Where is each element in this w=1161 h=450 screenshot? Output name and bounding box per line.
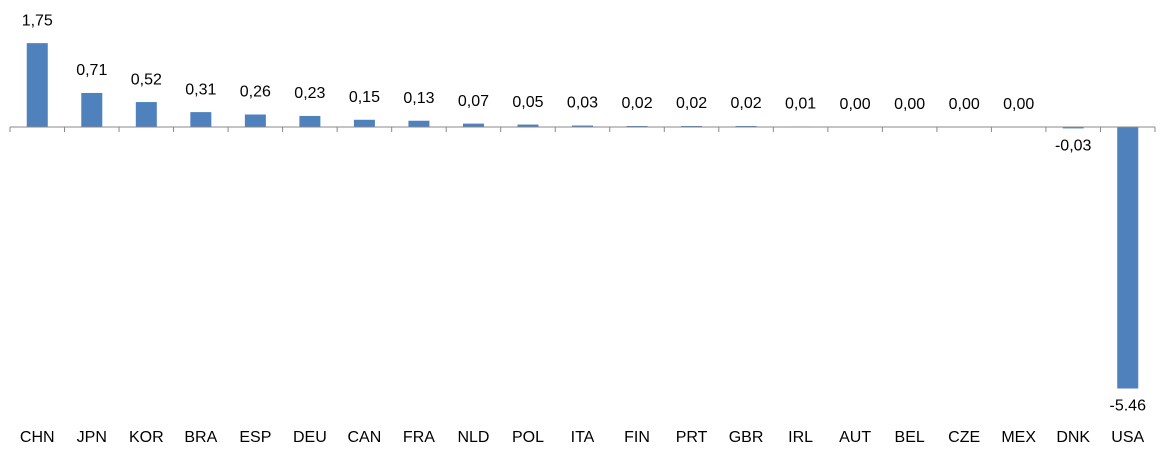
- bar: [190, 112, 212, 127]
- x-tick-label: FRA: [403, 429, 435, 446]
- bar: [299, 115, 321, 127]
- bar: [517, 124, 539, 127]
- bar: [26, 43, 48, 127]
- x-tick-label: CAN: [348, 429, 382, 446]
- x-tick-label: DEU: [293, 429, 327, 446]
- x-tick-label: AUT: [839, 429, 871, 446]
- x-tick-label: BEL: [895, 429, 925, 446]
- bar: [462, 123, 484, 127]
- data-label: 0,01: [785, 96, 816, 113]
- x-tick-label: PRT: [676, 429, 708, 446]
- bar: [572, 125, 593, 127]
- data-label: 0,00: [1003, 96, 1034, 113]
- data-label: 0,71: [76, 62, 107, 79]
- x-tick-label: CZE: [948, 429, 980, 446]
- data-label: 0,02: [621, 95, 652, 112]
- x-tick-label: ESP: [239, 429, 271, 446]
- bar: [353, 119, 375, 127]
- bar: [408, 120, 430, 127]
- bar: [244, 114, 266, 127]
- x-tick-label: ITA: [571, 429, 595, 446]
- x-tick-label: GBR: [729, 429, 764, 446]
- data-label: 0,00: [894, 96, 925, 113]
- data-label: 0,07: [458, 93, 489, 110]
- x-tick-label: BRA: [184, 429, 217, 446]
- x-tick-label: IRL: [788, 429, 813, 446]
- x-tick-label: DNK: [1056, 429, 1090, 446]
- data-label: 0,13: [403, 90, 434, 107]
- data-label: 0,00: [840, 96, 871, 113]
- x-tick-label: MEX: [1001, 429, 1036, 446]
- data-label: 0,26: [240, 84, 271, 101]
- x-tick-label: KOR: [129, 429, 164, 446]
- data-label: 0,02: [676, 95, 707, 112]
- data-label: -0,03: [1055, 138, 1092, 155]
- data-label: 0,02: [731, 95, 762, 112]
- bar: [135, 102, 157, 127]
- data-label: 1,75: [22, 12, 53, 29]
- data-label: 0,52: [131, 71, 162, 88]
- data-label: 0,03: [567, 95, 598, 112]
- data-label: 0,00: [949, 96, 980, 113]
- x-tick-label: FIN: [624, 429, 650, 446]
- data-label: 0,05: [512, 94, 543, 111]
- x-tick-label: CHN: [20, 429, 55, 446]
- x-tick-label: NLD: [457, 429, 489, 446]
- bar: [81, 92, 103, 127]
- x-tick-label: JPN: [77, 429, 107, 446]
- x-tick-label: USA: [1111, 429, 1144, 446]
- data-label: 0,31: [185, 81, 216, 98]
- data-label: -5.46: [1110, 398, 1147, 415]
- bar: [1117, 126, 1139, 389]
- data-label: 0,23: [294, 85, 325, 102]
- data-label: 0,15: [349, 89, 380, 106]
- x-tick-label: POL: [512, 429, 544, 446]
- bar: [1062, 126, 1084, 129]
